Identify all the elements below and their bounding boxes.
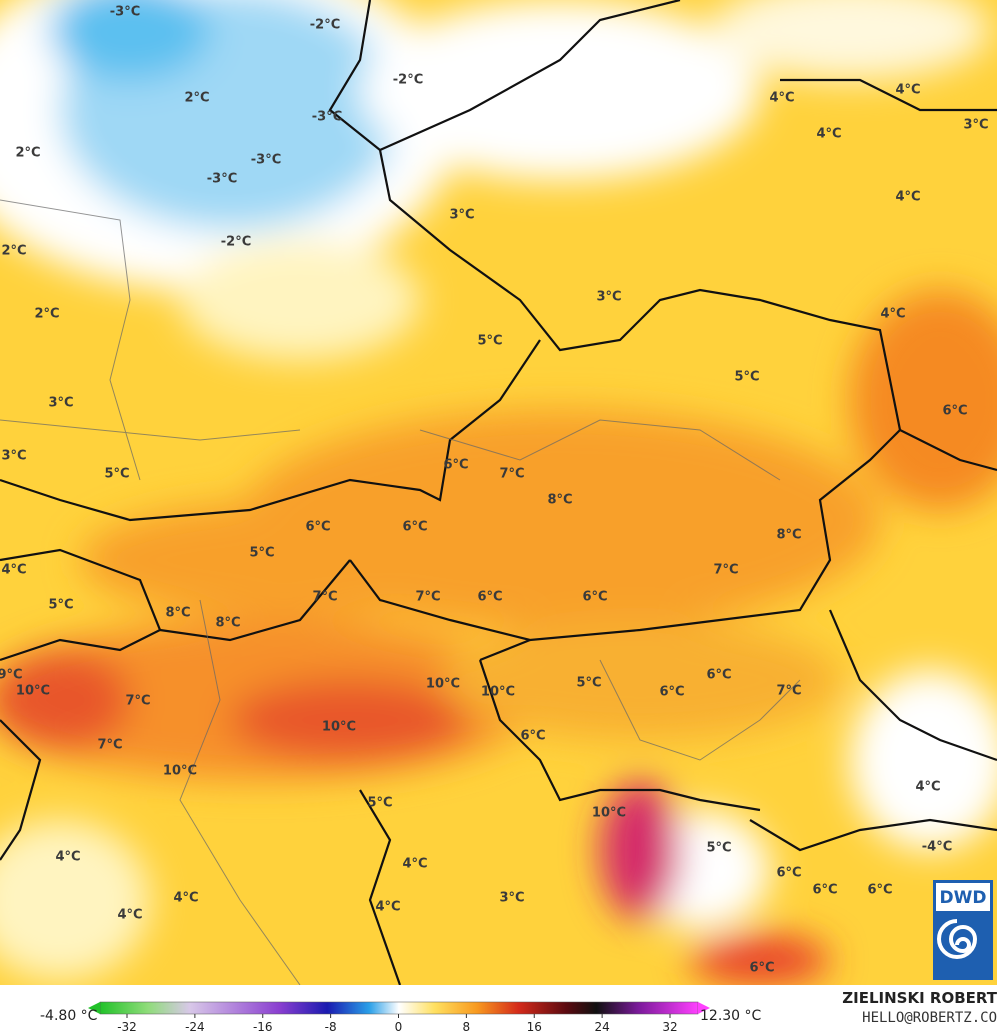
temperature-label: 4°C (895, 190, 920, 205)
temperature-label: 10°C (163, 764, 197, 779)
temperature-label: 5°C (48, 598, 73, 613)
temperature-label: 2°C (184, 91, 209, 106)
temperature-label: 4°C (375, 900, 400, 915)
temperature-label: 6°C (776, 866, 801, 881)
regions (0, 199, 801, 985)
temperature-label: 7°C (97, 738, 122, 753)
temperature-label: 4°C (895, 83, 920, 98)
temperature-label: -2°C (310, 18, 340, 33)
temperature-label: 5°C (576, 676, 601, 691)
temperature-label: 7°C (415, 590, 440, 605)
temperature-label: 2°C (1, 244, 26, 259)
credit-email: HELLO@ROBERTZ.CO (862, 1010, 997, 1026)
temperature-label: -2°C (393, 73, 423, 88)
temperature-label: -2°C (221, 235, 251, 250)
temperature-label: 3°C (963, 118, 988, 133)
temperature-label: 4°C (915, 780, 940, 795)
temperature-label: -4°C (922, 840, 952, 855)
logo: DWD (933, 880, 993, 980)
temperature-label: 6°C (659, 685, 684, 700)
temperature-label: 6°C (749, 961, 774, 976)
temperature-label: 7°C (125, 694, 150, 709)
temperature-label: 4°C (117, 908, 142, 923)
temperature-label: 5°C (249, 546, 274, 561)
min-label: -4.80 °C (40, 1008, 98, 1024)
colorbar-tick-label: 16 (527, 1020, 542, 1034)
temperature-label: 7°C (312, 590, 337, 605)
temperature-label: 2°C (34, 307, 59, 322)
temperature-label: 4°C (402, 857, 427, 872)
temperature-label: 4°C (880, 307, 905, 322)
borders (0, 0, 997, 985)
temperature-label: 5°C (477, 334, 502, 349)
temperature-label: 10°C (426, 677, 460, 692)
temperature-label: 8°C (215, 616, 240, 631)
colorbar-ticks: -32 -24 -16 -8 0 8 16 24 32 (117, 1014, 678, 1034)
temperature-label: 4°C (769, 91, 794, 106)
temperature-label: -3°C (312, 110, 342, 125)
colorbar-tick-label: -24 (185, 1020, 205, 1034)
temperature-label: 8°C (776, 528, 801, 543)
temperature-label: 3°C (48, 396, 73, 411)
colorbar-tick-label: 32 (662, 1020, 677, 1034)
max-label: 12.30 °C (700, 1008, 762, 1024)
temperature-label: 4°C (1, 563, 26, 578)
temperature-label: 7°C (499, 467, 524, 482)
temperature-label: 6°C (582, 590, 607, 605)
temperature-label: 6°C (477, 590, 502, 605)
colorbar-tick-label: -32 (117, 1020, 137, 1034)
temperature-label: 4°C (173, 891, 198, 906)
temperature-label: 6°C (520, 729, 545, 744)
temperature-label: 5°C (734, 370, 759, 385)
temperature-label: 8°C (165, 606, 190, 621)
logo-text: DWD (940, 888, 987, 908)
colorbar-tick-label: 8 (463, 1020, 471, 1034)
temperature-label: 5°C (104, 467, 129, 482)
temperature-label: 4°C (55, 850, 80, 865)
temperature-label: 6°C (867, 883, 892, 898)
temperature-label: 10°C (16, 684, 50, 699)
temperature-label: 6°C (706, 668, 731, 683)
temperature-label: 9°C (0, 668, 23, 683)
temperature-label: 6°C (402, 520, 427, 535)
credit-name: ZIELINSKI ROBERT (842, 989, 997, 1007)
temperature-labels: -3°C -2°C 2°C -3°C -2°C 2°C -3°C -3°C -2°C 3°C 2°C… (0, 5, 989, 976)
colorbar-tick-label: -8 (325, 1020, 337, 1034)
colorbar-tick-label: -16 (253, 1020, 273, 1034)
temperature-label: 5°C (706, 841, 731, 856)
temperature-label: 8°C (547, 493, 572, 508)
temperature-label: 4°C (816, 127, 841, 142)
colorbar-tick-label: 24 (594, 1020, 609, 1034)
temperature-label: 5°C (367, 796, 392, 811)
temperature-label: 7°C (776, 684, 801, 699)
temperature-label: 3°C (499, 891, 524, 906)
temperature-label: 6°C (812, 883, 837, 898)
temperature-label: 6°C (305, 520, 330, 535)
temperature-label: 6°C (443, 458, 468, 473)
temperature-label: 10°C (322, 720, 356, 735)
temperature-label: -3°C (251, 153, 281, 168)
temperature-label: 7°C (713, 563, 738, 578)
temperature-label: -3°C (207, 172, 237, 187)
temperature-label: -3°C (110, 5, 140, 20)
temperature-label: 10°C (481, 685, 515, 700)
temperature-label: 6°C (942, 404, 967, 419)
temperature-label: 2°C (15, 146, 40, 161)
temperature-label: 10°C (592, 806, 626, 821)
colorbar (99, 1001, 699, 1015)
temperature-label: 3°C (596, 290, 621, 305)
colorbar-tick-label: 0 (395, 1020, 403, 1034)
temperature-label: 3°C (1, 449, 26, 464)
map-field (0, 0, 997, 985)
temperature-label: 3°C (449, 208, 474, 223)
